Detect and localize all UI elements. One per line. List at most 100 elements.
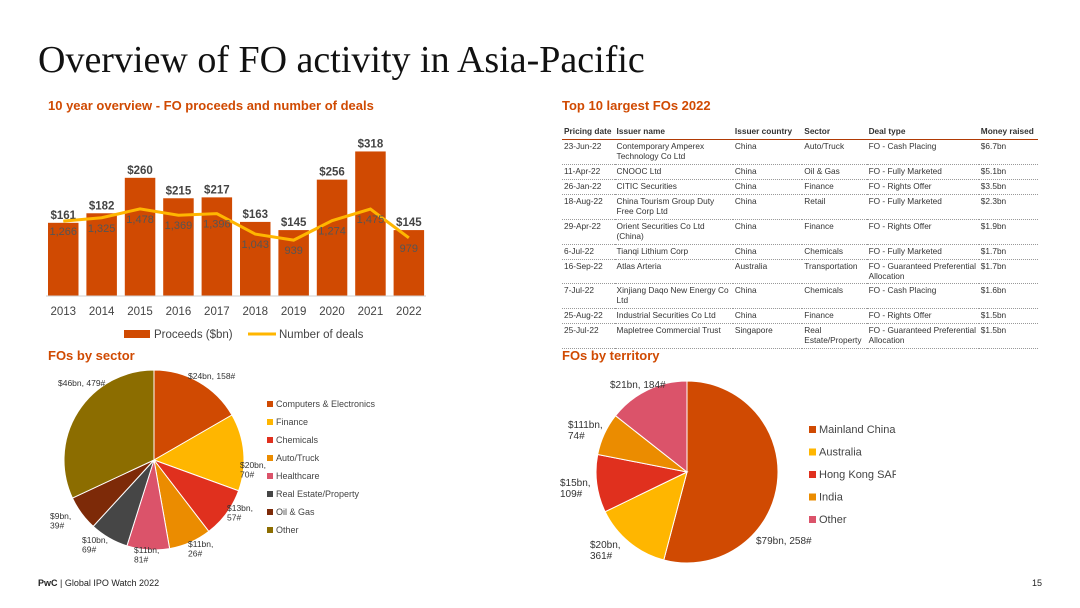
deals-label-2016: 1,369 [165, 220, 193, 232]
table-cell: $1.7bn [978, 244, 1038, 260]
bar-label-2022: $145 [396, 217, 422, 229]
sector-legend-label: Oil & Gas [276, 507, 315, 517]
bar-2021 [355, 151, 386, 296]
table-row: 16-Sep-22 Atlas Arteria Australia Transport… [562, 259, 1038, 285]
table-cell: FO - Cash Placing [866, 139, 979, 165]
bar-2014 [86, 213, 117, 296]
territory-legend-swatch-2 [809, 471, 816, 478]
sector-data-label: $11bn, 81# [134, 545, 159, 565]
table-cell: China [732, 219, 803, 245]
footer-text: Global IPO Watch 2022 [64, 578, 160, 588]
table-cell: Chemicals [802, 283, 867, 310]
table-cell: Tianqi Lithium Corp [614, 244, 733, 260]
bar-label-2018: $163 [242, 209, 268, 221]
sector-data-label: $46bn, 479# [58, 378, 106, 388]
territory-chart-title: FOs by territory [562, 348, 660, 363]
table-cell: FO - Guaranteed Preferential Allocation [866, 259, 979, 285]
table-cell: Australia [732, 259, 803, 285]
table-cell: $1.9bn [978, 219, 1038, 245]
table-row: 26-Jan-22 CITIC Securities China Finance FO … [562, 179, 1038, 195]
x-tick-2018: 2018 [242, 306, 268, 318]
table-cell: FO - Guaranteed Preferential Allocation [866, 323, 979, 350]
sector-data-label: $20bn, 70# [240, 460, 266, 480]
sector-slice-7 [63, 369, 155, 499]
table-row: 11-Apr-22 CNOOC Ltd China Oil & Gas FO - Ful… [562, 164, 1038, 180]
table-cell: Oil & Gas [802, 164, 867, 180]
column-header: Sector [802, 124, 867, 140]
table-cell: FO - Fully Marketed [866, 194, 979, 220]
sector-chart-title: FOs by sector [48, 348, 135, 363]
table-cell: FO - Fully Marketed [866, 164, 979, 180]
table-cell: 29-Apr-22 [562, 219, 615, 245]
sector-data-label: $24bn, 158# [188, 371, 236, 381]
table-cell: Industrial Securities Co Ltd [614, 308, 733, 325]
footer-separator: | [57, 578, 65, 588]
deals-label-2018: 1,043 [241, 239, 269, 251]
column-header: Issuer name [614, 124, 733, 140]
page-number: 15 [1031, 578, 1042, 588]
table-cell: 26-Jan-22 [562, 179, 615, 195]
sector-pie-chart: $24bn, 158# $20bn, 70# $13bn, 57# $11bn, 26# $1… [50, 369, 376, 565]
bar-label-2019: $145 [281, 217, 307, 229]
table-cell: Singapore [732, 323, 803, 350]
table-cell: CITIC Securities [614, 179, 733, 195]
legend-deals-label: Number of deals [279, 329, 364, 341]
sector-legend-swatch-2 [267, 437, 273, 443]
x-tick-2017: 2017 [204, 306, 230, 318]
territory-legend-label: Other [819, 514, 847, 526]
table-cell: 6-Jul-22 [562, 244, 615, 260]
x-tick-2021: 2021 [358, 306, 384, 318]
sector-legend-label: Auto/Truck [276, 453, 320, 463]
table-cell: 23-Jun-22 [562, 139, 615, 165]
territory-legend-label: Hong Kong SAR [819, 469, 896, 481]
table-cell: China [732, 164, 803, 180]
sector-legend-label: Computers & Electronics [276, 399, 376, 409]
sector-legend-swatch-1 [267, 419, 273, 425]
table-cell: CNOOC Ltd [614, 164, 733, 180]
deals-label-2013: 1,266 [49, 226, 77, 238]
sector-data-label: $11bn, 26# [188, 539, 213, 559]
column-header: Money raised [978, 124, 1038, 140]
deals-label-2017: 1,396 [203, 219, 231, 231]
footer-brand: PwC [38, 578, 58, 588]
territory-data-label: $20bn, 361# [590, 540, 621, 562]
bar-label-2014: $182 [89, 200, 115, 212]
table-cell: Chemicals [802, 244, 867, 260]
overview-chart-title: 10 year overview - FO proceeds and numbe… [48, 98, 374, 113]
column-header: Issuer country [732, 124, 803, 140]
table-cell: $1.5bn [978, 308, 1038, 325]
table-cell: FO - Rights Offer [866, 179, 979, 195]
top10-table: Pricing date Issuer name Issuer country Sec… [562, 124, 1038, 350]
sector-legend-label: Healthcare [276, 471, 320, 481]
territory-data-label: $15bn, 109# [560, 478, 591, 500]
legend-proceeds-label: Proceeds ($bn) [154, 329, 233, 341]
deals-label-2020: 1,274 [318, 226, 346, 238]
deals-label-2022: 979 [400, 243, 418, 255]
table-cell: 11-Apr-22 [562, 164, 615, 180]
table-cell: Contemporary Amperex Technology Co Ltd [614, 139, 733, 165]
bar-label-2016: $215 [166, 185, 192, 197]
territory-legend-label: Australia [819, 447, 863, 459]
table-cell: $1.6bn [978, 283, 1038, 310]
sector-data-label: $9bn, 39# [50, 511, 71, 531]
territory-legend-swatch-4 [809, 516, 816, 523]
column-header: Pricing date [562, 124, 615, 140]
x-tick-2020: 2020 [319, 306, 345, 318]
sector-legend-swatch-0 [267, 401, 273, 407]
table-row: 6-Jul-22 Tianqi Lithium Corp China Chemical… [562, 244, 1038, 260]
bar-2013 [48, 222, 79, 296]
territory-slice-1 [604, 471, 688, 561]
deals-label-2015: 1,478 [126, 214, 154, 226]
x-tick-2019: 2019 [281, 306, 307, 318]
table-cell: $6.7bn [978, 139, 1038, 165]
territory-data-label: $111bn, 74# [568, 420, 603, 442]
x-tick-2014: 2014 [89, 306, 115, 318]
page-title: Overview of FO activity in Asia-Pacific [38, 39, 645, 81]
territory-data-label: $21bn, 184# [610, 380, 666, 391]
table-cell: Real Estate/Property [802, 323, 867, 350]
territory-legend-label: India [819, 492, 844, 504]
table-cell: China [732, 179, 803, 195]
deals-label-2019: 939 [284, 245, 302, 257]
table-cell: 16-Sep-22 [562, 259, 615, 285]
table-row: 23-Jun-22 Contemporary Amperex Technology… [562, 139, 1038, 165]
